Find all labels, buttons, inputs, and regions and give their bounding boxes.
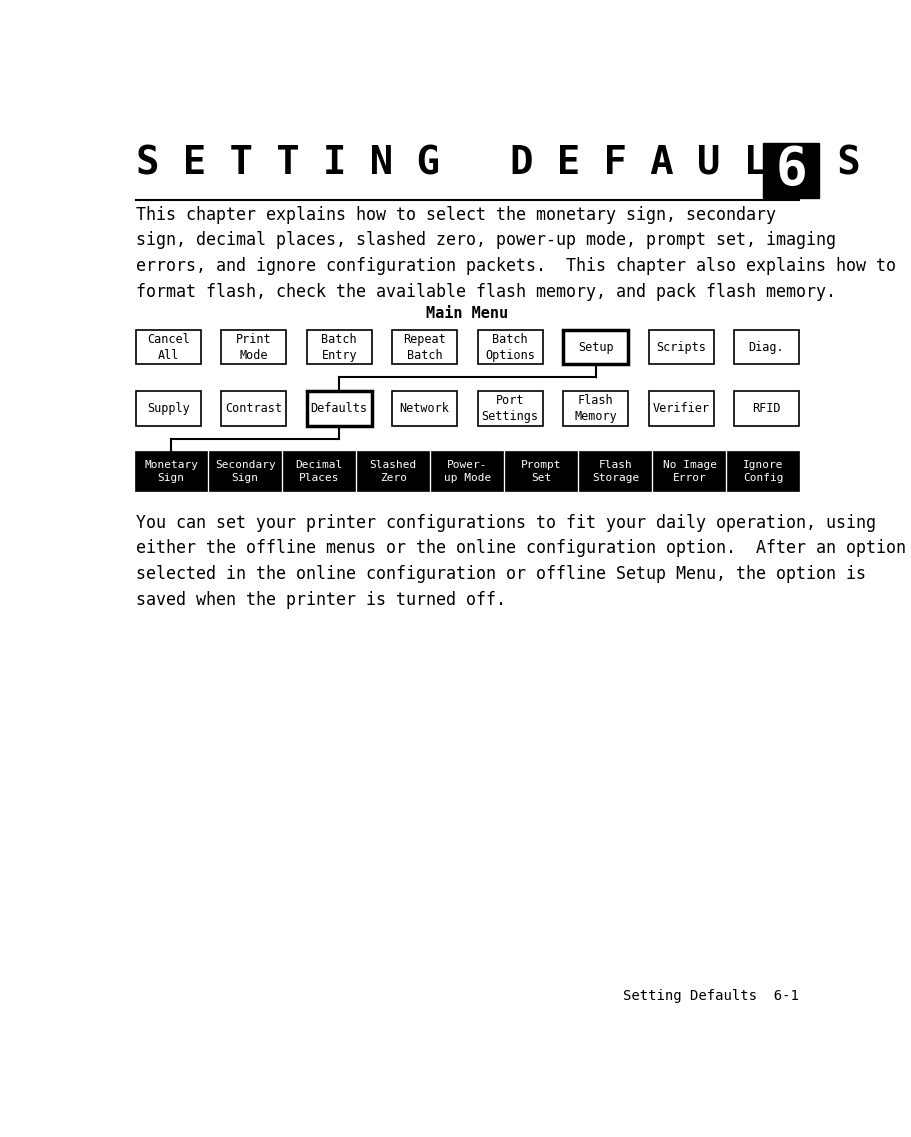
FancyBboxPatch shape bbox=[648, 331, 712, 364]
Text: You can set your printer configurations to fit your daily operation, using
eithe: You can set your printer configurations … bbox=[136, 514, 911, 608]
Text: Diag.: Diag. bbox=[748, 341, 783, 354]
Text: Print
Mode: Print Mode bbox=[236, 333, 271, 362]
FancyBboxPatch shape bbox=[477, 390, 542, 426]
FancyBboxPatch shape bbox=[136, 453, 207, 491]
Text: 6: 6 bbox=[774, 144, 806, 197]
Text: Cancel
All: Cancel All bbox=[147, 333, 189, 362]
FancyBboxPatch shape bbox=[727, 453, 798, 491]
FancyBboxPatch shape bbox=[579, 453, 650, 491]
Text: Prompt
Set: Prompt Set bbox=[520, 460, 561, 482]
FancyBboxPatch shape bbox=[136, 331, 200, 364]
FancyBboxPatch shape bbox=[432, 453, 502, 491]
Text: Verifier: Verifier bbox=[652, 401, 709, 415]
Text: Secondary
Sign: Secondary Sign bbox=[215, 460, 275, 482]
Text: Scripts: Scripts bbox=[655, 341, 705, 354]
Text: Batch
Options: Batch Options bbox=[485, 333, 535, 362]
FancyBboxPatch shape bbox=[648, 390, 712, 426]
FancyBboxPatch shape bbox=[477, 331, 542, 364]
FancyBboxPatch shape bbox=[653, 453, 724, 491]
Text: Contrast: Contrast bbox=[225, 401, 281, 415]
Text: Defaults: Defaults bbox=[311, 401, 367, 415]
FancyBboxPatch shape bbox=[733, 390, 798, 426]
Text: Port
Settings: Port Settings bbox=[481, 393, 538, 423]
Text: S E T T I N G   D E F A U L T S: S E T T I N G D E F A U L T S bbox=[136, 144, 859, 182]
Text: Slashed
Zero: Slashed Zero bbox=[369, 460, 416, 482]
Text: Repeat
Batch: Repeat Batch bbox=[403, 333, 445, 362]
Text: Batch
Entry: Batch Entry bbox=[321, 333, 356, 362]
FancyBboxPatch shape bbox=[763, 142, 818, 198]
Text: RFID: RFID bbox=[752, 401, 780, 415]
Text: Setting Defaults  6-1: Setting Defaults 6-1 bbox=[622, 989, 798, 1003]
FancyBboxPatch shape bbox=[392, 390, 456, 426]
FancyBboxPatch shape bbox=[733, 331, 798, 364]
Text: Decimal
Places: Decimal Places bbox=[295, 460, 343, 482]
Text: Monetary
Sign: Monetary Sign bbox=[144, 460, 198, 482]
FancyBboxPatch shape bbox=[221, 390, 286, 426]
Text: Power-
up Mode: Power- up Mode bbox=[444, 460, 490, 482]
FancyBboxPatch shape bbox=[306, 390, 372, 426]
FancyBboxPatch shape bbox=[306, 331, 372, 364]
Text: No Image
Error: No Image Error bbox=[661, 460, 716, 482]
Text: Main Menu: Main Menu bbox=[425, 306, 508, 321]
Text: Supply: Supply bbox=[147, 401, 189, 415]
FancyBboxPatch shape bbox=[562, 331, 628, 364]
Text: Ignore
Config: Ignore Config bbox=[742, 460, 783, 482]
Text: Flash
Storage: Flash Storage bbox=[591, 460, 639, 482]
Text: This chapter explains how to select the monetary sign, secondary
sign, decimal p: This chapter explains how to select the … bbox=[136, 206, 895, 301]
FancyBboxPatch shape bbox=[392, 331, 456, 364]
Text: Flash
Memory: Flash Memory bbox=[574, 393, 617, 423]
FancyBboxPatch shape bbox=[283, 453, 354, 491]
FancyBboxPatch shape bbox=[357, 453, 428, 491]
FancyBboxPatch shape bbox=[210, 453, 281, 491]
Text: Network: Network bbox=[399, 401, 449, 415]
FancyBboxPatch shape bbox=[506, 453, 577, 491]
FancyBboxPatch shape bbox=[221, 331, 286, 364]
FancyBboxPatch shape bbox=[136, 390, 200, 426]
Text: Setup: Setup bbox=[578, 341, 613, 354]
FancyBboxPatch shape bbox=[562, 390, 628, 426]
